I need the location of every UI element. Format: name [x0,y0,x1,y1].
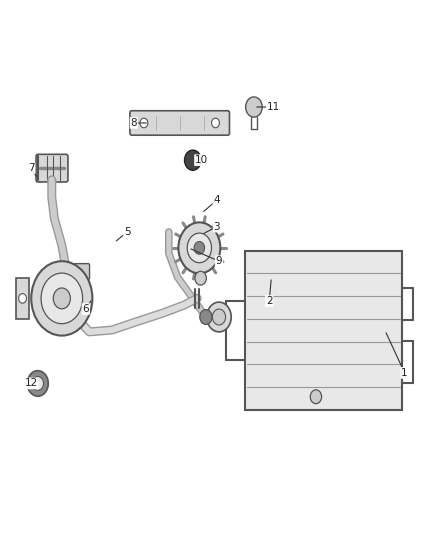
Text: 2: 2 [266,296,272,306]
Circle shape [41,273,83,324]
Text: 9: 9 [215,256,223,266]
Text: 7: 7 [28,163,35,173]
FancyBboxPatch shape [16,278,29,319]
Circle shape [53,288,71,309]
Text: 8: 8 [131,118,137,128]
Circle shape [140,118,148,128]
FancyBboxPatch shape [36,155,68,182]
Text: 10: 10 [195,155,208,165]
Circle shape [200,310,212,325]
Text: 4: 4 [213,195,220,205]
Circle shape [246,97,262,117]
Text: 5: 5 [124,227,131,237]
Text: 1: 1 [401,368,408,378]
FancyBboxPatch shape [74,264,89,280]
Circle shape [27,370,48,396]
Circle shape [178,222,220,273]
Circle shape [31,261,92,336]
Circle shape [187,233,212,263]
Circle shape [32,376,43,390]
Circle shape [194,241,205,254]
FancyBboxPatch shape [245,251,403,410]
Text: 6: 6 [82,304,89,314]
Text: 11: 11 [267,102,280,112]
Circle shape [184,150,201,170]
Circle shape [212,309,226,325]
Text: 12: 12 [25,378,38,389]
FancyBboxPatch shape [130,111,230,135]
Circle shape [207,302,231,332]
Text: 3: 3 [213,222,220,232]
Circle shape [310,390,321,403]
Circle shape [195,271,206,285]
Circle shape [18,294,26,303]
Circle shape [212,118,219,128]
